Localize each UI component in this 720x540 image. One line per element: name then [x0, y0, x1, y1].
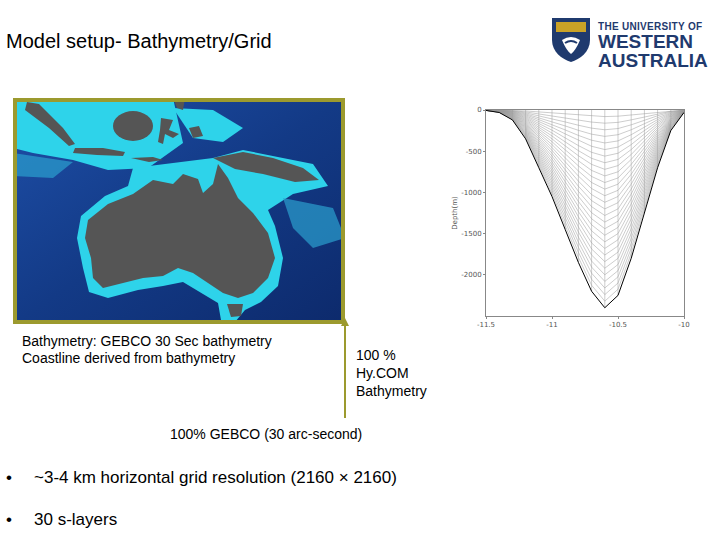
html-text:THE UNIVERSITY OF: THE UNIVERSITY OF	[598, 21, 703, 32]
svg-text:-1000: -1000	[461, 189, 481, 197]
html-text:30 s-layers: 30 s-layers	[34, 510, 118, 529]
svg-text:-11: -11	[546, 321, 557, 329]
html-text:100 %: 100 %	[356, 347, 396, 363]
svg-text:-10.5: -10.5	[609, 321, 627, 329]
html-text:AUSTRALIA: AUSTRALIA	[598, 50, 708, 71]
html-text:~3-4 km horizontal grid resolu: ~3-4 km horizontal grid resolution (2160…	[34, 468, 397, 487]
html-text:WESTERN: WESTERN	[598, 31, 693, 52]
svg-text:-500: -500	[466, 148, 482, 156]
svg-text:-1500: -1500	[461, 230, 481, 238]
html-text:Hy.COM: Hy.COM	[356, 365, 409, 381]
html-text:Coastline derived from bathyme: Coastline derived from bathymetry	[22, 350, 236, 366]
html-text:Bathymetry: Bathymetry	[356, 383, 427, 399]
html-text:Model setup- Bathymetry/Grid: Model setup- Bathymetry/Grid	[6, 30, 272, 52]
html-text:100% GEBCO (30 arc-second): 100% GEBCO (30 arc-second)	[170, 426, 363, 442]
svg-text:-2000: -2000	[461, 271, 481, 279]
svg-text:Depth(m): Depth(m)	[451, 196, 459, 230]
svg-text:-10: -10	[678, 321, 689, 329]
svg-text:-11.5: -11.5	[477, 321, 495, 329]
svg-text:0: 0	[477, 106, 481, 114]
html-text:Bathymetry: GEBCO 30 Sec bathy: Bathymetry: GEBCO 30 Sec bathymetry	[22, 333, 272, 349]
